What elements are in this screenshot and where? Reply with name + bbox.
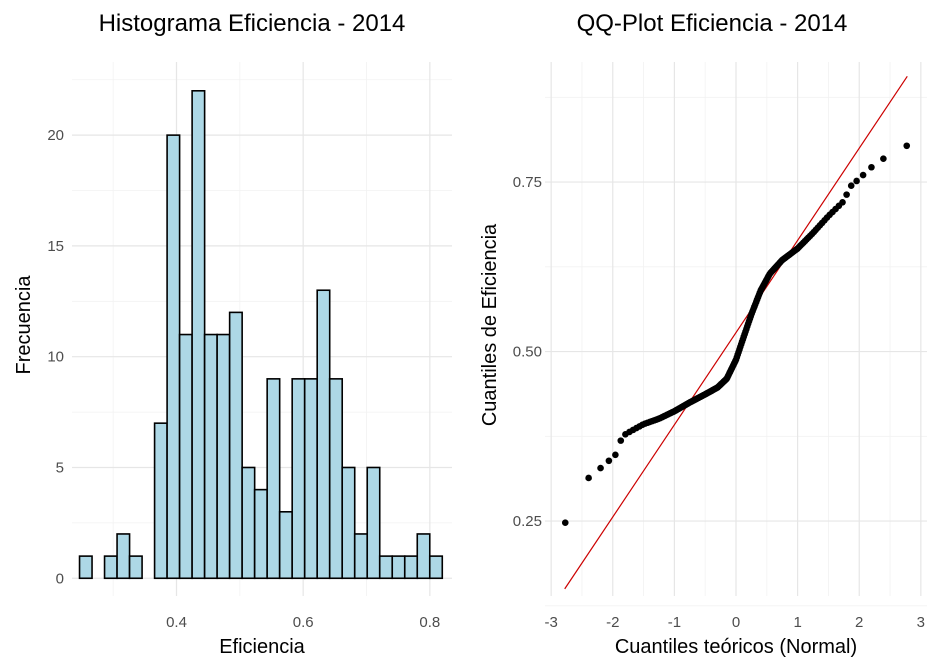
histogram-y-axis-label: Frecuencia: [13, 275, 35, 375]
qq-plot-title: QQ-Plot Eficiencia - 2014: [577, 10, 848, 37]
histogram-y-tick-label: 15: [47, 238, 64, 255]
histogram-bar: [328, 378, 344, 580]
qq-point: [868, 163, 875, 171]
histogram-bar: [178, 333, 193, 580]
qq-x-tick-label: 0: [732, 614, 740, 631]
qq-points: [561, 142, 911, 527]
qq-point: [859, 171, 867, 179]
qq-point: [839, 199, 846, 206]
histogram-bar: [428, 555, 444, 580]
histogram-bar: [203, 333, 218, 580]
histogram-bar: [78, 555, 93, 580]
histogram-bar: [166, 134, 181, 580]
qq-point: [597, 464, 604, 472]
qq-point: [853, 177, 860, 185]
histogram-bar: [303, 378, 318, 580]
qq-x-tick-label: -2: [606, 614, 619, 631]
qq-point: [843, 191, 850, 198]
histogram-bar: [291, 378, 306, 580]
histogram-bar: [128, 555, 143, 580]
histogram-bar: [341, 466, 356, 580]
histogram-bar: [391, 555, 406, 580]
histogram-y-tick-label: 10: [47, 349, 64, 366]
histogram-bar: [403, 555, 419, 580]
histogram-title: Histograma Eficiencia - 2014: [99, 10, 406, 37]
histogram-bar: [353, 533, 369, 580]
histogram-bar: [278, 511, 293, 580]
qq-plot-x-axis-label: Cuantiles teóricos (Normal): [615, 636, 857, 658]
qq-x-tick-label: -1: [668, 614, 681, 631]
histogram-x-tick-label: 0.8: [419, 614, 440, 631]
histogram-y-ticks: 0 5 10 15 20: [47, 127, 64, 587]
qq-reference-line: [564, 75, 908, 590]
qq-point: [585, 474, 592, 482]
qq-point: [561, 519, 569, 527]
histogram-y-tick-label: 0: [56, 570, 64, 587]
qq-point: [612, 451, 619, 459]
qq-x-tick-label: -3: [544, 614, 557, 631]
histogram-bar: [316, 289, 331, 580]
histogram-bar: [378, 555, 394, 580]
histogram-bar: [116, 533, 131, 580]
histogram-y-tick-label: 20: [47, 127, 64, 144]
qq-plot-panel: -3 -2 -1 0 1 2 3 0.25 0.50 0.75 QQ-Plot Eficienc…: [479, 10, 927, 658]
qq-x-tick-label: 3: [917, 614, 925, 631]
histogram-bar: [153, 422, 168, 580]
histogram-bar: [366, 466, 381, 580]
histogram-panel: 0.4 0.6 0.8 0 5 10 15 20 Histograma Eficiencia…: [13, 10, 452, 658]
qq-plot-y-ticks: 0.25 0.50 0.75: [513, 174, 542, 530]
histogram-bar: [266, 378, 281, 580]
qq-point: [903, 142, 911, 150]
histogram-x-axis-label: Eficiencia: [219, 636, 305, 658]
histogram-bar: [253, 488, 268, 580]
histogram-bar: [191, 90, 206, 580]
histogram-bar: [416, 533, 431, 580]
histogram-bar: [216, 333, 231, 580]
histogram-x-tick-label: 0.6: [293, 614, 314, 631]
qq-y-tick-label: 0.75: [513, 174, 542, 191]
qq-x-tick-label: 1: [793, 614, 801, 631]
qq-plot-y-axis-label: Cuantiles de Eficiencia: [479, 223, 501, 426]
qq-y-tick-label: 0.50: [513, 344, 542, 361]
histogram-x-tick-label: 0.4: [166, 614, 187, 631]
qq-point: [605, 457, 613, 465]
qq-x-tick-label: 2: [855, 614, 863, 631]
qq-point: [617, 437, 625, 444]
histogram-bar: [103, 555, 118, 580]
qq-plot-x-ticks: -3 -2 -1 0 1 2 3: [544, 614, 925, 631]
histogram-bars: [78, 90, 444, 580]
histogram-bar: [228, 311, 243, 580]
histogram-x-ticks: 0.4 0.6 0.8: [166, 614, 440, 631]
qq-y-tick-label: 0.25: [513, 513, 542, 530]
qq-point: [880, 155, 887, 163]
qq-point: [847, 182, 855, 190]
histogram-y-tick-label: 5: [56, 459, 64, 476]
histogram-bar: [241, 466, 256, 580]
qq-plot-grid: [545, 62, 927, 607]
